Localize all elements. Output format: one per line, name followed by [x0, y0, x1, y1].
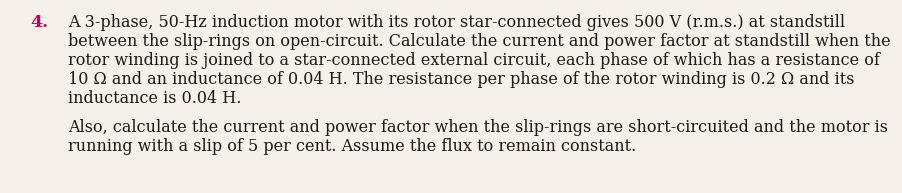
Text: inductance is 0.04 H.: inductance is 0.04 H. — [68, 90, 242, 107]
Text: Also, calculate the current and power factor when the slip-rings are short-circu: Also, calculate the current and power fa… — [68, 119, 888, 136]
Text: rotor winding is joined to a star-connected external circuit, each phase of whic: rotor winding is joined to a star-connec… — [68, 52, 879, 69]
Text: 10 Ω and an inductance of 0.04 H. The resistance per phase of the rotor winding : 10 Ω and an inductance of 0.04 H. The re… — [68, 71, 854, 88]
Text: 4.: 4. — [30, 14, 48, 31]
Text: between the slip-rings on open-circuit. Calculate the current and power factor a: between the slip-rings on open-circuit. … — [68, 33, 890, 50]
Text: A 3-phase, 50-Hz induction motor with its rotor star-connected gives 500 V (r.m.: A 3-phase, 50-Hz induction motor with it… — [68, 14, 845, 31]
Text: running with a slip of 5 per cent. Assume the flux to remain constant.: running with a slip of 5 per cent. Assum… — [68, 138, 636, 155]
